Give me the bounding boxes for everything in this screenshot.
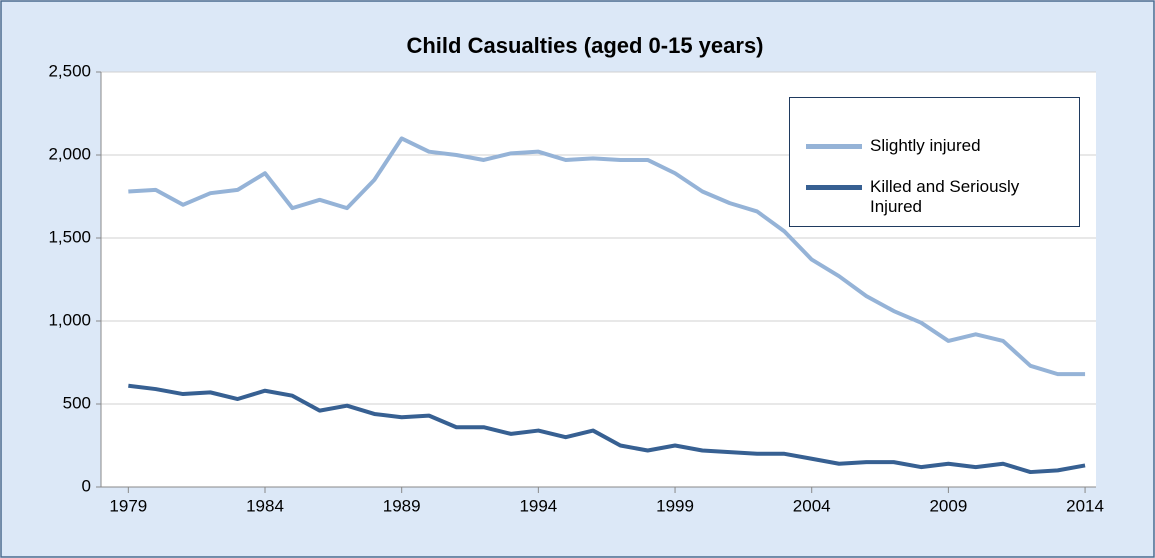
y-tick-label: 0 [82, 476, 91, 495]
y-tick-label: 2,500 [48, 61, 91, 80]
y-tick-label: 500 [63, 393, 91, 412]
x-tick-label: 1999 [656, 496, 694, 515]
chart-title: Child Casualties (aged 0-15 years) [406, 33, 763, 58]
y-tick-label: 2,000 [48, 144, 91, 163]
x-tick-label: 2004 [793, 496, 831, 515]
x-tick-label: 1979 [109, 496, 147, 515]
x-tick-label: 1989 [383, 496, 421, 515]
x-tick-label: 1984 [246, 496, 284, 515]
y-tick-label: 1,500 [48, 227, 91, 246]
legend-label: Killed and Seriously Injured [870, 177, 1020, 216]
x-tick-label: 1994 [519, 496, 557, 515]
legend-swatch [806, 144, 862, 149]
x-tick-label: 2014 [1066, 496, 1104, 515]
x-tick-label: 2009 [929, 496, 967, 515]
legend-swatch [806, 185, 862, 190]
legend-item: Killed and Seriously Injured [806, 177, 1071, 217]
legend: Slightly injured Killed and Seriously Inj… [789, 97, 1080, 227]
line-series [128, 136, 1086, 377]
legend-item: Slightly injured [806, 136, 1071, 156]
line-series [128, 383, 1086, 475]
y-tick-label: 1,000 [48, 310, 91, 329]
legend-label: Slightly injured [870, 136, 981, 155]
